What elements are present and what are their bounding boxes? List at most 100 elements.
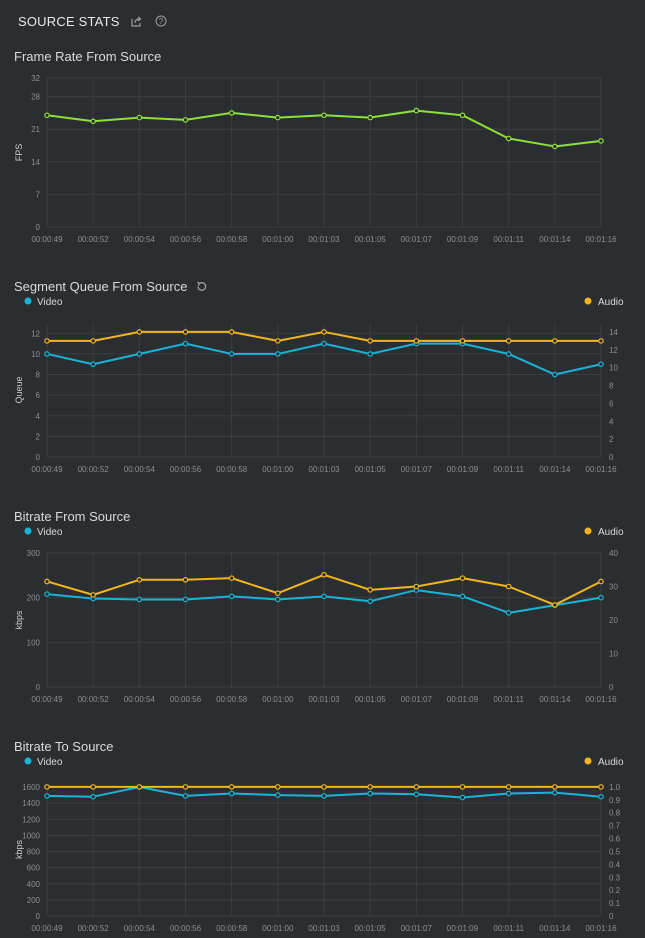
data-point[interactable] (228, 110, 235, 116)
data-point[interactable] (552, 789, 558, 796)
data-point[interactable] (505, 351, 512, 357)
x-tick-label: 00:01:16 (585, 695, 617, 704)
data-point[interactable] (275, 338, 281, 344)
data-point[interactable] (44, 793, 50, 799)
data-point[interactable] (136, 329, 143, 335)
data-point[interactable] (552, 338, 558, 344)
data-point[interactable] (413, 784, 420, 790)
data-point[interactable] (182, 329, 189, 335)
data-point[interactable] (321, 593, 327, 600)
data-point[interactable] (228, 784, 235, 790)
data-point[interactable] (275, 351, 281, 357)
data-point[interactable] (505, 790, 512, 797)
data-point[interactable] (136, 576, 143, 583)
data-point[interactable] (598, 578, 604, 585)
data-point[interactable] (459, 784, 466, 790)
data-point[interactable] (598, 138, 604, 144)
data-point[interactable] (552, 371, 558, 378)
data-point[interactable] (459, 575, 466, 581)
data-point[interactable] (367, 587, 373, 593)
data-point[interactable] (459, 112, 466, 119)
data-point[interactable] (321, 112, 327, 119)
data-point[interactable] (228, 329, 235, 335)
data-point[interactable] (136, 351, 143, 357)
data-point[interactable] (182, 576, 189, 583)
data-point[interactable] (552, 784, 558, 790)
data-point[interactable] (321, 571, 327, 578)
data-point[interactable] (598, 338, 604, 344)
data-point[interactable] (459, 593, 466, 600)
data-point[interactable] (321, 784, 327, 790)
data-point[interactable] (275, 590, 281, 597)
data-point[interactable] (182, 793, 189, 799)
data-point[interactable] (367, 351, 373, 357)
data-point[interactable] (413, 107, 420, 114)
legend-label-audio[interactable]: Audio (598, 527, 624, 538)
data-point[interactable] (44, 338, 50, 344)
data-point[interactable] (228, 790, 235, 797)
data-point[interactable] (598, 594, 604, 601)
legend-label-video[interactable]: Video (37, 297, 63, 308)
data-point[interactable] (459, 338, 466, 344)
data-point[interactable] (136, 114, 143, 121)
data-point[interactable] (182, 784, 189, 790)
data-point[interactable] (275, 596, 281, 603)
data-point[interactable] (321, 340, 327, 347)
y-axis-label: Queue (14, 376, 24, 403)
data-point[interactable] (182, 596, 189, 603)
data-point[interactable] (136, 784, 143, 790)
data-point[interactable] (136, 596, 143, 603)
data-point[interactable] (367, 114, 373, 121)
data-point[interactable] (90, 361, 96, 368)
data-point[interactable] (367, 784, 373, 790)
x-tick-label: 00:00:58 (216, 235, 248, 244)
x-tick-label: 00:01:09 (447, 924, 479, 933)
data-point[interactable] (367, 598, 373, 605)
data-point[interactable] (505, 135, 512, 142)
x-tick-label: 00:01:05 (355, 695, 387, 704)
data-point[interactable] (90, 338, 96, 344)
data-point[interactable] (552, 602, 558, 608)
data-point[interactable] (90, 118, 96, 125)
data-point[interactable] (44, 351, 50, 357)
data-point[interactable] (44, 784, 50, 790)
data-point[interactable] (228, 593, 235, 600)
data-point[interactable] (44, 591, 50, 597)
data-point[interactable] (505, 583, 512, 590)
legend-label-video[interactable]: Video (37, 527, 63, 538)
data-point[interactable] (44, 578, 50, 585)
legend-label-video[interactable]: Video (37, 757, 63, 768)
data-point[interactable] (367, 338, 373, 344)
data-point[interactable] (275, 114, 281, 121)
y2-tick-label: 0.6 (609, 835, 621, 844)
data-point[interactable] (413, 338, 420, 344)
data-point[interactable] (275, 792, 281, 798)
data-point[interactable] (90, 784, 96, 790)
data-point[interactable] (505, 784, 512, 790)
data-point[interactable] (598, 361, 604, 368)
export-icon[interactable] (130, 14, 144, 28)
data-point[interactable] (182, 340, 189, 347)
data-point[interactable] (413, 583, 420, 590)
data-point[interactable] (228, 575, 235, 581)
data-point[interactable] (321, 793, 327, 799)
data-point[interactable] (182, 117, 189, 123)
data-point[interactable] (505, 610, 512, 616)
data-point[interactable] (44, 112, 50, 119)
data-point[interactable] (459, 794, 466, 801)
legend-label-audio[interactable]: Audio (598, 757, 624, 768)
data-point[interactable] (505, 338, 512, 344)
help-icon[interactable]: ? (154, 14, 168, 28)
data-point[interactable] (367, 790, 373, 797)
data-point[interactable] (598, 793, 604, 800)
data-point[interactable] (413, 791, 420, 798)
data-point[interactable] (598, 784, 604, 790)
data-point[interactable] (90, 793, 96, 800)
data-point[interactable] (275, 784, 281, 790)
legend-label-audio[interactable]: Audio (598, 297, 624, 308)
data-point[interactable] (552, 143, 558, 150)
data-point[interactable] (90, 592, 96, 598)
data-point[interactable] (228, 351, 235, 357)
refresh-icon[interactable] (195, 280, 209, 294)
data-point[interactable] (321, 329, 327, 335)
